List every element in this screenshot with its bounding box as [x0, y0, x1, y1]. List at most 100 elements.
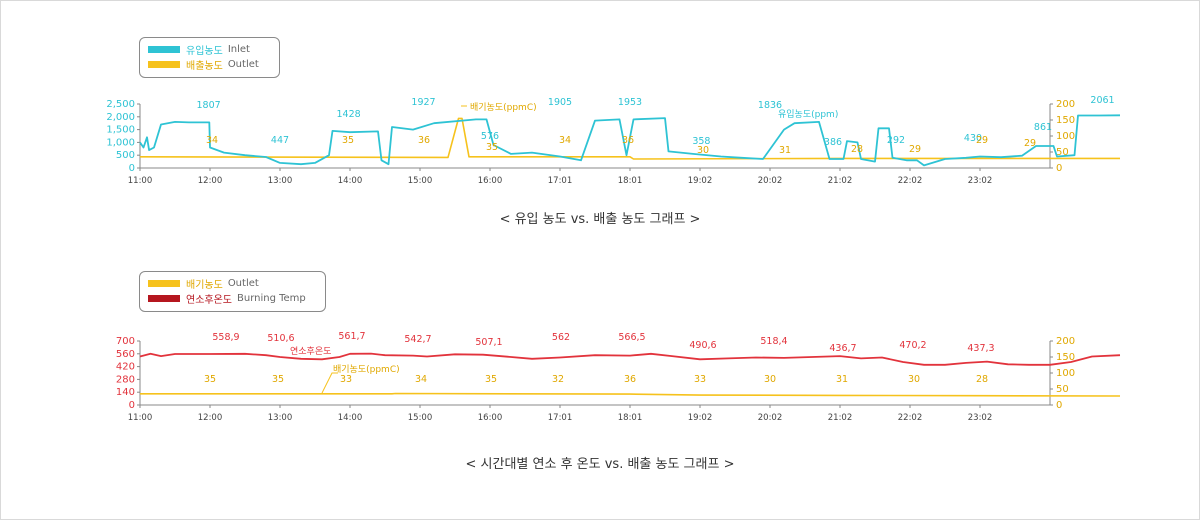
chart2-left-tick-label: 140 [116, 387, 135, 398]
chart2-temp-data-label: 518,4 [760, 336, 787, 347]
chart2-temp-data-label: 561,7 [338, 331, 365, 342]
chart2-x-tick-label: 19:02 [688, 413, 713, 423]
chart1-outlet-data-label: 34 [559, 135, 571, 146]
chart2-temp-data-label: 562 [552, 332, 570, 343]
legend-label-ko: 배기농도 [186, 280, 223, 291]
chart1-outlet-data-label: 36 [418, 135, 430, 146]
chart1-inlet-data-label: 1927 [411, 97, 435, 108]
chart2-outlet-line [140, 392, 1121, 397]
chart2-left-tick-label: 280 [116, 374, 135, 385]
chart1-inlet-data-label: 1428 [337, 109, 361, 120]
chart2-legend-temp: 연소후온도 Burning Temp [148, 291, 317, 306]
chart1-x-tick-label: 11:00 [128, 176, 153, 186]
chart2-x-tick-label: 11:00 [128, 413, 153, 423]
chart2-temp-data-label: 470,2 [899, 340, 926, 351]
chart1-caption: < 유입 농도 vs. 배출 농도 그래프 > [499, 212, 701, 227]
chart2-right-tick-label: 0 [1056, 400, 1062, 411]
chart1-left-tick-label: 1,000 [106, 137, 135, 148]
chart1-inlet-data-label: 292 [887, 135, 905, 146]
chart1-inlet-data-label: 1953 [618, 97, 642, 108]
chart2-temp-data-label: 436,7 [829, 343, 856, 354]
legend-label-en: Burning Temp [237, 293, 306, 304]
chart2-temp-data-label: 510,6 [267, 333, 294, 344]
chart1-inlet-data-label: 2061 [1090, 95, 1114, 106]
chart1-x-tick-label: 16:00 [478, 176, 503, 186]
legend-label-ko: 배출농도 [186, 61, 223, 72]
chart2-left-tick-label: 700 [116, 336, 135, 347]
chart2-outlet-data-label: 31 [836, 374, 848, 385]
chart1-inlet-line [139, 114, 1121, 167]
chart1-inlet-data-label: 1905 [548, 97, 572, 108]
chart1-right-tick-label: 0 [1056, 163, 1062, 174]
chart1-legend: 유입농도 Inlet 배출농도 Outlet [139, 37, 280, 78]
chart2-outlet-data-label: 28 [976, 374, 988, 385]
chart2-right-tick-label: 100 [1056, 368, 1075, 379]
chart1-left-tick-label: 500 [116, 150, 135, 161]
chart1-outlet-data-label: 28 [851, 144, 863, 155]
chart2-outlet-data-label: 35 [204, 374, 216, 385]
chart1-outlet-data-label: 29 [976, 135, 988, 146]
chart2-outlet-data-label: 33 [340, 374, 352, 385]
chart1-outlet-data-label: 29 [909, 144, 921, 155]
chart2-outlet-annotation-leader [321, 372, 338, 394]
temp-swatch [148, 295, 180, 302]
chart1-outlet-data-label: 31 [779, 145, 791, 156]
chart2-temp-data-label: 490,6 [689, 340, 716, 351]
chart2-left-tick-label: 420 [116, 362, 135, 373]
chart1-right-tick-label: 150 [1056, 115, 1075, 126]
chart2-x-tick-label: 23:02 [968, 413, 993, 423]
chart1-x-tick-label: 13:00 [268, 176, 293, 186]
chart1-outlet-annotation: 배기농도(ppmC) [470, 102, 537, 113]
chart2-temp-data-label: 437,3 [967, 343, 994, 354]
chart1-left-tick-label: 2,500 [106, 99, 135, 110]
chart2-x-tick-label: 21:02 [828, 413, 853, 423]
chart1-inlet-data-label: 861 [1034, 122, 1052, 133]
chart2-x-tick-label: 16:00 [478, 413, 503, 423]
chart1-inlet-annotation: 유입농도(ppm) [778, 108, 838, 120]
chart2-temp-data-label: 566,5 [618, 332, 645, 343]
chart1-right-tick-label: 50 [1056, 147, 1069, 158]
chart2-x-tick-label: 13:00 [268, 413, 293, 423]
chart2-left-tick-label: 0 [129, 400, 135, 411]
chart1-left-tick-label: 1,500 [106, 125, 135, 136]
chart1-inlet-data-label: 386 [824, 137, 842, 148]
chart1-inlet-data-label: 1807 [197, 100, 221, 111]
chart2-temp-data-label: 558,9 [212, 332, 239, 343]
chart1-x-tick-label: 15:00 [408, 176, 433, 186]
chart2-legend-outlet: 배기농도 Outlet [148, 276, 317, 291]
legend-label-en: Outlet [227, 278, 259, 289]
chart2-x-tick-label: 15:00 [408, 413, 433, 423]
chart1-outlet-data-label: 30 [697, 145, 709, 156]
chart1-x-tick-label: 12:00 [198, 176, 223, 186]
chart2-outlet-data-label: 35 [485, 374, 497, 385]
chart2-outlet-data-label: 30 [764, 374, 776, 385]
legend-label-en: Outlet [227, 59, 259, 70]
chart2-outlet-data-label: 33 [694, 374, 706, 385]
chart1-right-tick-label: 200 [1056, 99, 1075, 110]
chart2-x-tick-label: 22:02 [898, 413, 923, 423]
chart2-outlet-data-label: 30 [908, 374, 920, 385]
chart2-caption: < 시간대별 연소 후 온도 vs. 배출 농도 그래프 > [465, 457, 735, 472]
chart2-outlet-data-label: 35 [272, 374, 284, 385]
chart2-outlet-data-label: 34 [415, 374, 427, 385]
chart2-temp-annotation: 연소후온도 [290, 346, 331, 357]
chart1-inlet-data-label: 358 [692, 136, 710, 147]
chart1-inlet-data-label: 1836 [758, 100, 782, 111]
chart2-x-tick-label: 20:02 [758, 413, 783, 423]
chart1-x-tick-label: 18:01 [618, 176, 643, 186]
chart2-right-tick-label: 50 [1056, 384, 1069, 395]
legend-label-en: Inlet [227, 44, 250, 55]
chart2-x-tick-label: 14:00 [338, 413, 363, 423]
inlet-swatch [148, 46, 180, 53]
chart2-left-tick-label: 560 [116, 349, 135, 360]
chart1-inlet-data-label: 576 [481, 131, 499, 142]
chart1-x-tick-label: 20:02 [758, 176, 783, 186]
chart2-temp-line [139, 352, 1121, 366]
chart1-legend-outlet: 배출농도 Outlet [148, 57, 271, 72]
chart1-outlet-line [139, 117, 1120, 160]
outlet-swatch [148, 61, 180, 68]
chart2-x-tick-label: 12:00 [198, 413, 223, 423]
chart1-outlet-data-label: 34 [206, 135, 218, 146]
